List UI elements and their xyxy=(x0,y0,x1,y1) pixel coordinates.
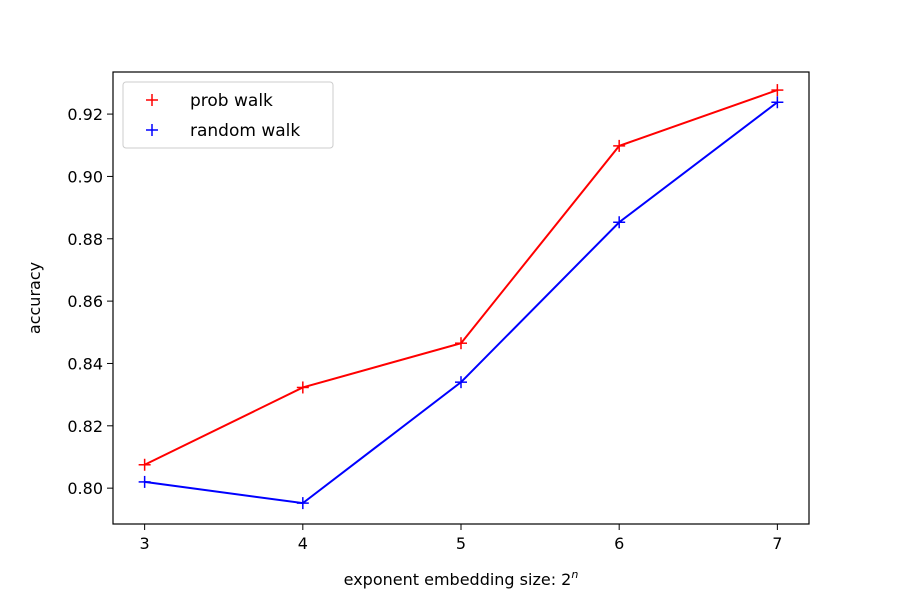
data-point-random-walk xyxy=(455,376,467,389)
data-point-random-walk xyxy=(771,96,784,109)
y-tick-label: 0.82 xyxy=(67,417,103,436)
y-tick-label: 0.90 xyxy=(67,167,103,186)
series-layer xyxy=(138,84,784,510)
x-tick-label: 4 xyxy=(298,534,308,553)
y-tick-label: 0.88 xyxy=(67,230,103,249)
x-axis-ticks: 3 4 5 6 7 xyxy=(140,524,782,553)
x-tick-label: 6 xyxy=(614,534,624,553)
data-point-random-walk xyxy=(613,216,626,229)
x-axis-label: exponent embedding size: 2n xyxy=(344,568,579,589)
legend-label: prob walk xyxy=(190,91,273,111)
y-tick-label: 0.92 xyxy=(67,105,103,124)
x-tick-label: 7 xyxy=(772,534,782,553)
x-tick-label: 3 xyxy=(140,534,150,553)
data-point-random-walk xyxy=(138,475,151,488)
data-point-prob-walk xyxy=(771,84,784,97)
y-axis-label: accuracy xyxy=(25,262,44,334)
legend-label: random walk xyxy=(190,121,300,141)
plot-frame xyxy=(112,71,810,525)
data-point-prob-walk xyxy=(455,337,467,350)
data-point-prob-walk xyxy=(296,381,309,394)
data-point-prob-walk xyxy=(138,458,151,471)
x-tick-label: 5 xyxy=(456,534,466,553)
y-axis-ticks: 0.80 0.82 0.84 0.86 0.88 0.90 0.92 xyxy=(67,105,113,498)
data-point-random-walk xyxy=(296,497,309,510)
legend-box xyxy=(122,81,334,149)
data-point-prob-walk xyxy=(613,139,626,152)
legend: prob walk random walk xyxy=(122,81,334,149)
y-tick-label: 0.80 xyxy=(67,479,103,498)
x-axis-label-superscript: n xyxy=(571,568,578,581)
y-tick-label: 0.86 xyxy=(67,292,103,311)
legend-marker-prob-walk xyxy=(146,94,158,106)
legend-marker-random-walk xyxy=(146,124,158,136)
y-tick-label: 0.84 xyxy=(67,354,103,373)
